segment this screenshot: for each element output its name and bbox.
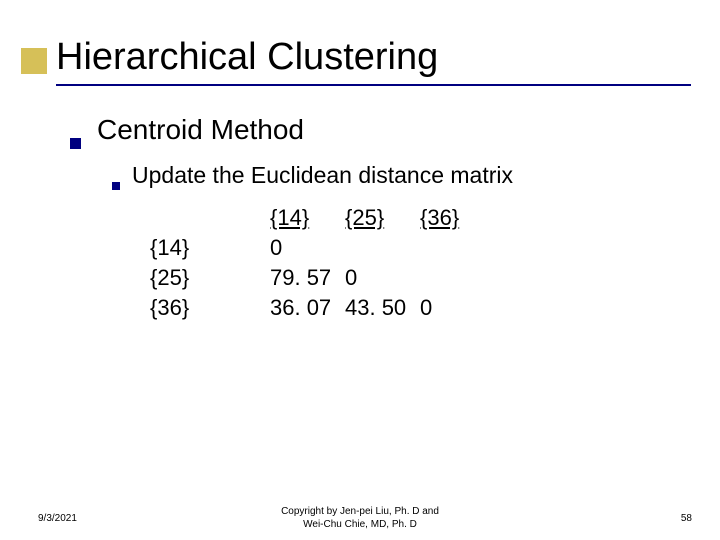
square-bullet-icon [112,182,120,190]
matrix-row-label: {14} [150,235,270,261]
matrix-cell: 0 [345,265,420,291]
matrix-col-label: {14} [270,205,345,231]
matrix-row: {25} 79. 57 0 [150,263,680,293]
title-area: Hierarchical Clustering [0,0,720,92]
distance-matrix: {14} {25} {36} {14} 0 {25} 79. 57 0 {36}… [150,203,680,323]
square-bullet-icon [70,138,81,149]
matrix-row: {36} 36. 07 43. 50 0 [150,293,680,323]
footer-copyright: Copyright by Jen-pei Liu, Ph. D and Wei-… [0,505,720,531]
copyright-line1: Copyright by Jen-pei Liu, Ph. D and [281,506,439,517]
matrix-row-label: {36} [150,295,270,321]
bullet-level2: Update the Euclidean distance matrix [112,162,680,189]
slide: Hierarchical Clustering Centroid Method … [0,0,720,540]
matrix-cell: 0 [270,235,345,261]
matrix-cell: 43. 50 [345,295,420,321]
copyright-line2: Wei-Chu Chie, MD, Ph. D [303,519,417,530]
content: Centroid Method Update the Euclidean dis… [0,92,720,323]
footer-page-number: 58 [681,513,692,524]
title-underline [56,84,691,86]
slide-title: Hierarchical Clustering [56,36,680,79]
matrix-cell: 0 [420,295,495,321]
matrix-col-label: {25} [345,205,420,231]
matrix-cell: 79. 57 [270,265,345,291]
matrix-header-row: {14} {25} {36} [150,203,680,233]
matrix-row: {14} 0 [150,233,680,263]
matrix-row-label: {25} [150,265,270,291]
title-accent-square [21,48,47,74]
matrix-col-label: {36} [420,205,495,231]
level2-text: Update the Euclidean distance matrix [132,162,513,189]
level1-text: Centroid Method [97,114,304,146]
matrix-cell: 36. 07 [270,295,345,321]
bullet-level1: Centroid Method [70,114,680,146]
